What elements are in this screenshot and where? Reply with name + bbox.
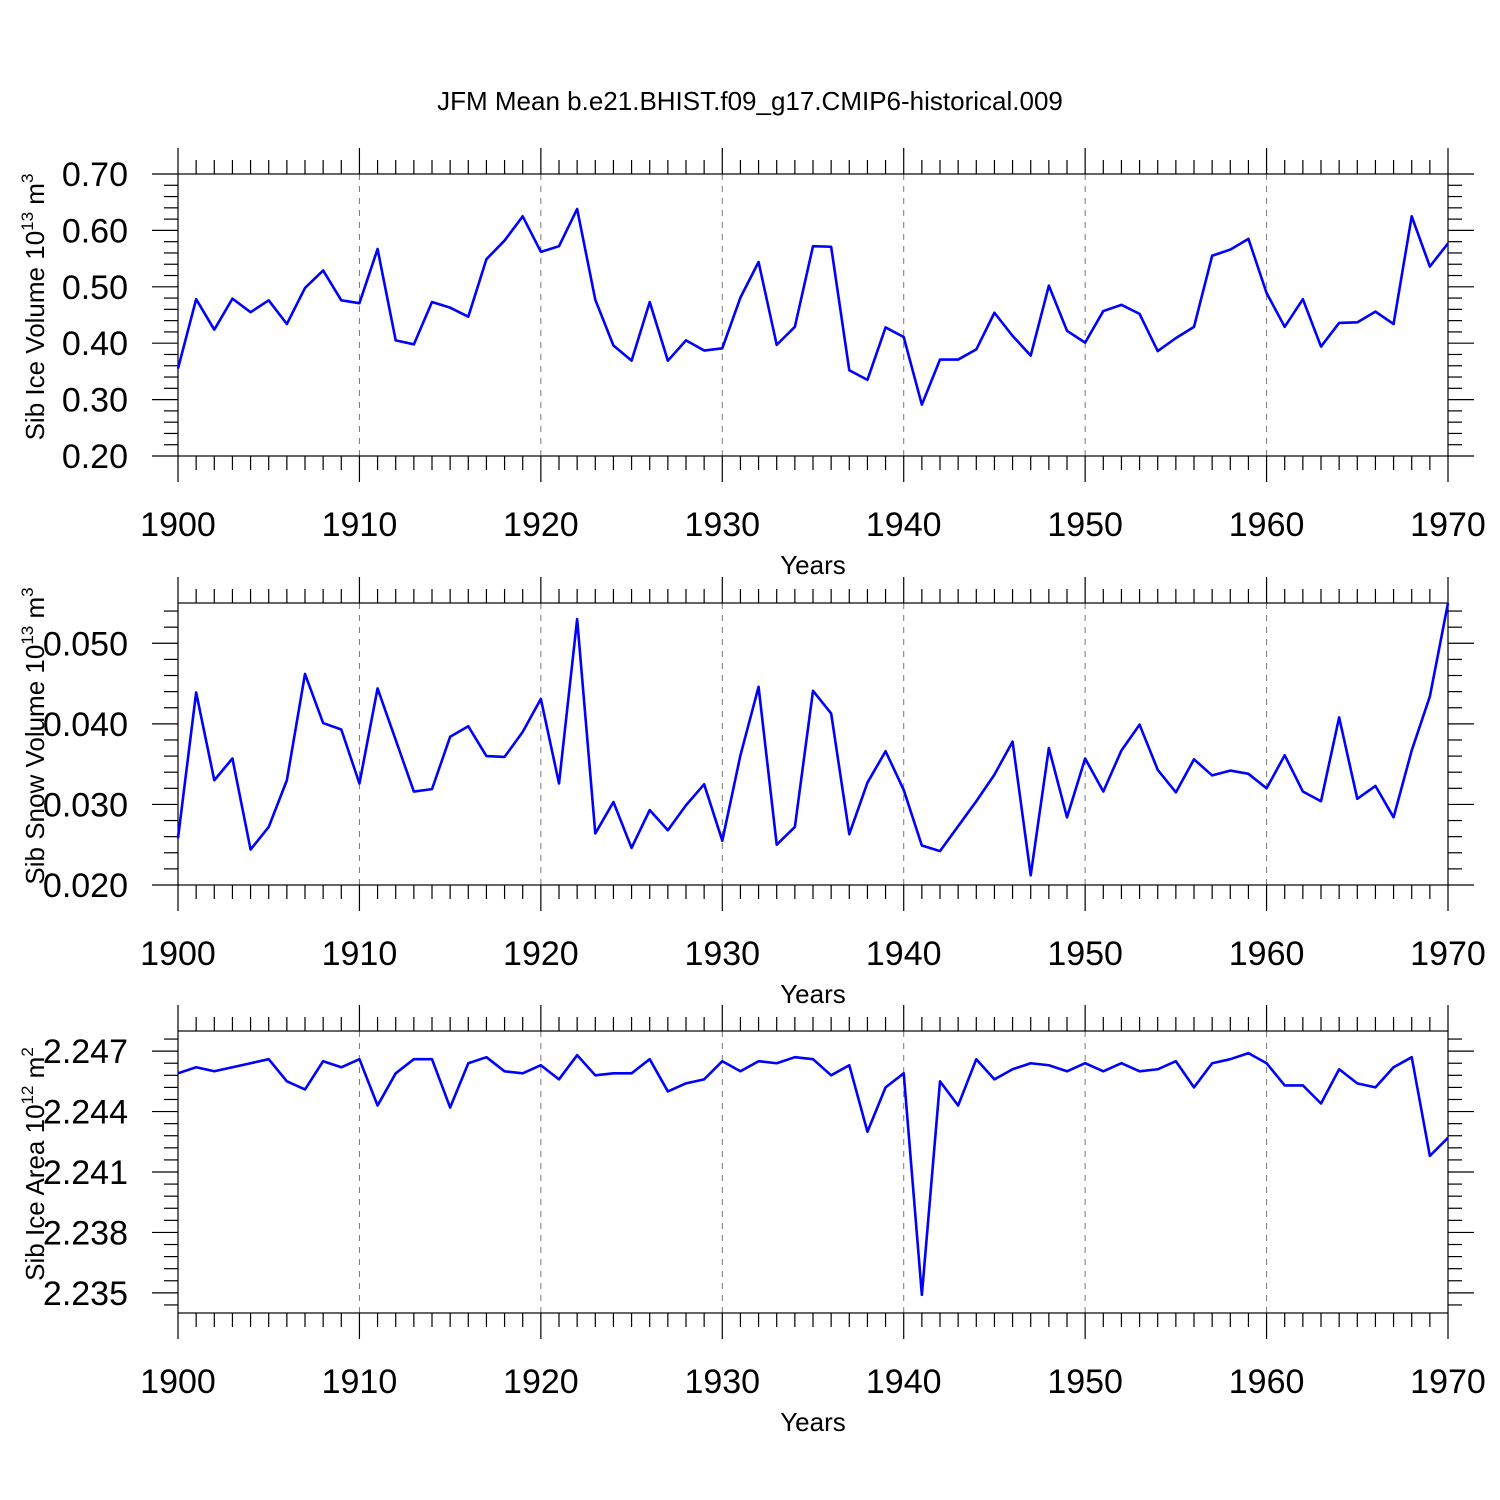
y-tick-label: 0.020 bbox=[43, 867, 128, 905]
panel-3: 2.235 2.238 2.241 2.244 2.247 1900 1910 1920 193… bbox=[18, 1005, 1486, 1437]
x-tick-label: 1970 bbox=[1410, 1363, 1486, 1401]
series-line bbox=[176, 602, 1450, 877]
x-axis-title: Years bbox=[780, 1407, 846, 1437]
y-tick-label: 2.244 bbox=[43, 1094, 128, 1132]
y-axis-title: Sib Ice Area 1012 m2 bbox=[18, 1047, 50, 1281]
panel-1: 0.20 0.30 0.40 0.50 0.60 0.70 1900 1910 1920 1930… bbox=[18, 148, 1486, 580]
x-tick-label: 1960 bbox=[1229, 1363, 1305, 1401]
x-tick-label: 1940 bbox=[866, 935, 942, 973]
y-tick-label: 0.50 bbox=[62, 269, 128, 307]
x-tick-label: 1950 bbox=[1047, 1363, 1123, 1401]
x-tick-label: 1900 bbox=[140, 506, 216, 544]
x-tick-label: 1940 bbox=[866, 506, 942, 544]
series-line bbox=[176, 207, 1450, 406]
x-tick-label: 1940 bbox=[866, 1363, 942, 1401]
y-tick-label: 0.20 bbox=[62, 438, 128, 476]
x-tick-label: 1970 bbox=[1410, 935, 1486, 973]
y-tick-label: 2.247 bbox=[43, 1033, 128, 1071]
x-tick-label: 1950 bbox=[1047, 935, 1123, 973]
x-tick-label: 1900 bbox=[140, 1363, 216, 1401]
x-tick-label: 1910 bbox=[322, 935, 398, 973]
y-tick-label: 2.238 bbox=[43, 1214, 128, 1252]
y-tick-label: 0.040 bbox=[43, 706, 128, 744]
x-tick-label: 1960 bbox=[1229, 506, 1305, 544]
x-axis-title: Years bbox=[780, 550, 846, 580]
y-tick-label: 0.30 bbox=[62, 382, 128, 420]
y-tick-label: 0.40 bbox=[62, 325, 128, 363]
panel-2: 0.020 0.030 0.040 0.050 1900 1910 1920 1930 1940… bbox=[18, 577, 1486, 1009]
x-tick-label: 1960 bbox=[1229, 935, 1305, 973]
x-tick-label: 1930 bbox=[684, 935, 760, 973]
x-tick-label: 1970 bbox=[1410, 506, 1486, 544]
chart-title: JFM Mean b.e21.BHIST.f09_g17.CMIP6-histo… bbox=[437, 86, 1063, 116]
y-tick-label: 2.235 bbox=[43, 1275, 128, 1313]
series-line bbox=[177, 1051, 1449, 1297]
y-tick-label: 0.050 bbox=[43, 625, 128, 663]
x-tick-label: 1920 bbox=[503, 506, 579, 544]
y-tick-label: 0.60 bbox=[62, 212, 128, 250]
x-tick-label: 1910 bbox=[322, 1363, 398, 1401]
y-axis-title: Sib Snow Volume 1013 m3 bbox=[18, 587, 50, 884]
y-axis-title: Sib Ice Volume 1013 m3 bbox=[18, 174, 50, 441]
x-tick-label: 1950 bbox=[1047, 506, 1123, 544]
x-tick-label: 1910 bbox=[322, 506, 398, 544]
x-axis-title: Years bbox=[780, 979, 846, 1009]
x-tick-label: 1920 bbox=[503, 1363, 579, 1401]
y-tick-label: 0.70 bbox=[62, 156, 128, 194]
x-tick-label: 1930 bbox=[684, 506, 760, 544]
y-tick-label: 2.241 bbox=[43, 1154, 128, 1192]
x-tick-label: 1930 bbox=[684, 1363, 760, 1401]
x-tick-label: 1900 bbox=[140, 935, 216, 973]
x-tick-label: 1920 bbox=[503, 935, 579, 973]
y-tick-label: 0.030 bbox=[43, 786, 128, 824]
